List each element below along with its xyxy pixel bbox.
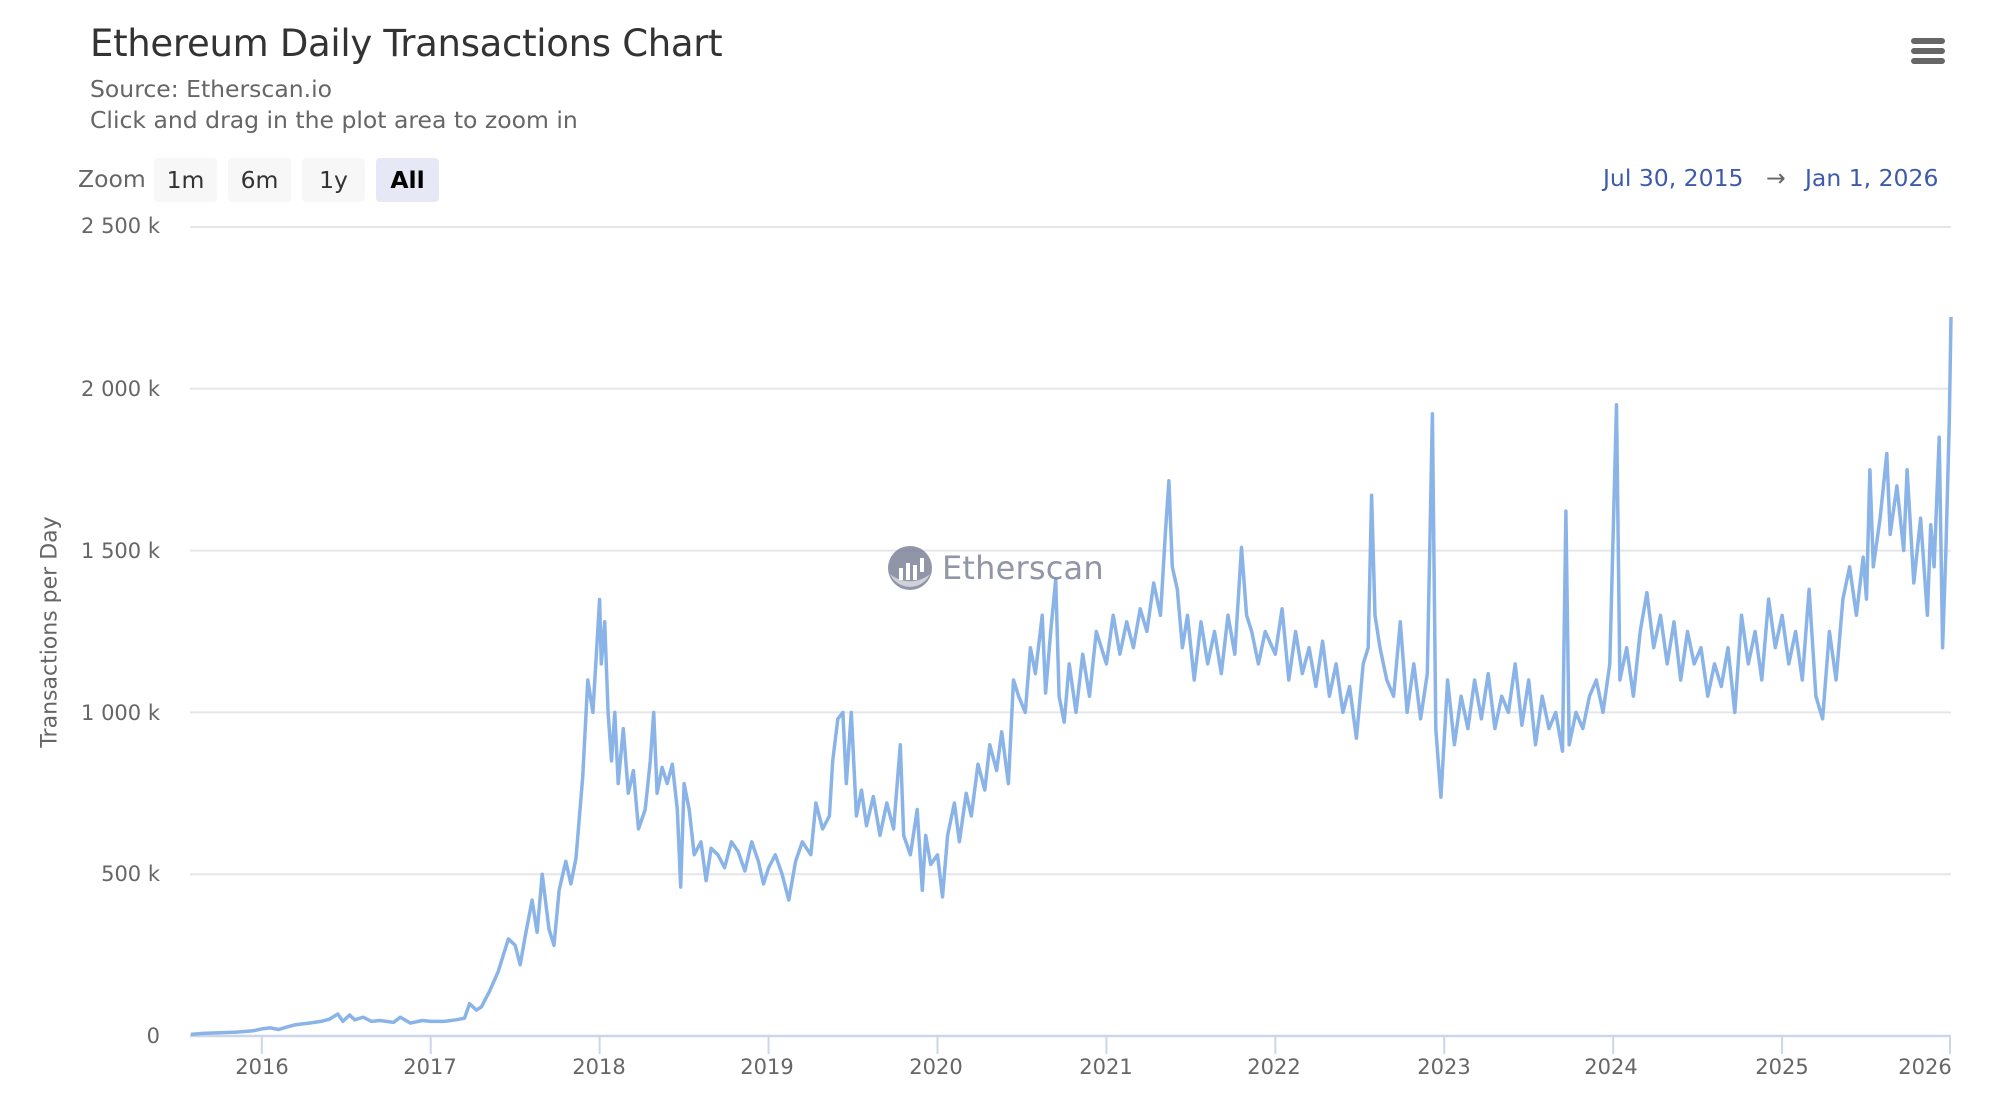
- x-tick-label: 2025: [1755, 1055, 1809, 1079]
- gridlines: [190, 226, 1951, 876]
- y-tick-label: 500 k: [101, 862, 160, 886]
- transactions-line: [190, 316, 1953, 1037]
- watermark-text: Etherscan: [942, 549, 1104, 587]
- range-from-input[interactable]: Jul 30, 2015: [1603, 164, 1744, 192]
- arrow-right-icon: →: [1766, 164, 1786, 192]
- y-tick-label: 2 500 k: [81, 214, 160, 238]
- x-tick-label: 2019: [740, 1055, 794, 1079]
- x-tick-label: 2018: [572, 1055, 626, 1079]
- etherscan-logo-icon: [888, 546, 932, 590]
- chart-subtitle-source: Source: Etherscan.io: [90, 75, 333, 103]
- y-tick-label: 0: [146, 1024, 160, 1048]
- chart-subtitle-hint: Click and drag in the plot area to zoom …: [90, 106, 578, 134]
- zoom-all-button[interactable]: All: [376, 158, 439, 202]
- x-axis: [190, 1034, 1951, 1054]
- y-tick-label: 1 500 k: [81, 539, 160, 563]
- etherscan-watermark: Etherscan: [886, 543, 1104, 593]
- x-tick-label: 2022: [1247, 1055, 1301, 1079]
- x-tick-label: 2021: [1079, 1055, 1133, 1079]
- zoom-6m-button[interactable]: 6m: [228, 158, 291, 202]
- x-tick-label: 2017: [403, 1055, 457, 1079]
- x-tick-label: 2024: [1584, 1055, 1638, 1079]
- chart-title: Ethereum Daily Transactions Chart: [90, 22, 723, 65]
- y-tick-label: 1 000 k: [81, 701, 160, 725]
- range-from-date[interactable]: Jul 30, 2015: [1603, 164, 1743, 192]
- range-to-date[interactable]: Jan 1, 2026: [1805, 164, 1938, 192]
- hamburger-menu-icon[interactable]: [1906, 34, 1950, 70]
- y-tick-label: 2 000 k: [81, 377, 160, 401]
- range-to-input[interactable]: Jan 1, 2026: [1805, 164, 1939, 192]
- x-tick-label: 2020: [909, 1055, 963, 1079]
- zoom-1m-button[interactable]: 1m: [154, 158, 217, 202]
- x-tick-label: 2023: [1417, 1055, 1471, 1079]
- zoom-1y-button[interactable]: 1y: [302, 158, 365, 202]
- x-tick-label: 2016: [235, 1055, 289, 1079]
- range-arrow: →: [1766, 164, 1786, 192]
- zoom-label: Zoom: [78, 165, 146, 193]
- x-tick-label: 2026: [1898, 1055, 1952, 1079]
